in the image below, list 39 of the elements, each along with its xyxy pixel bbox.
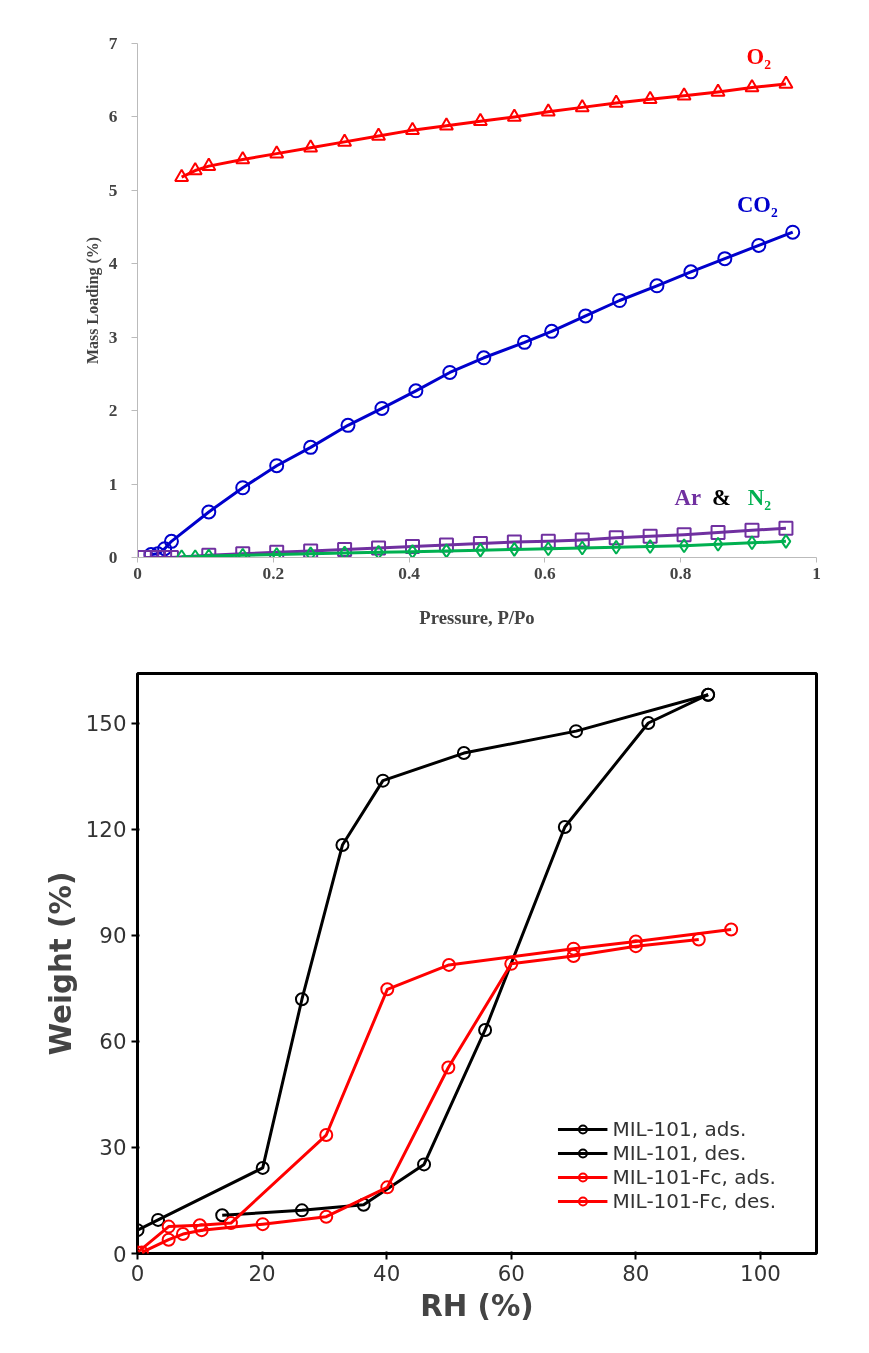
x-tick-label: 20	[248, 1260, 276, 1286]
legend-label: MIL-101-Fc, des.	[612, 1189, 776, 1213]
legend-label: MIL-101, ads.	[612, 1117, 747, 1141]
series-label: Ar	[674, 485, 701, 511]
y-tick-label: 0	[112, 1241, 127, 1267]
x-tick-label: 100	[740, 1260, 781, 1286]
x-tick-label: 0.2	[262, 563, 285, 583]
x-axis-title: Pressure, P/Po	[419, 606, 535, 628]
series-label: CO₂	[736, 192, 778, 218]
legend-label: MIL-101, des.	[612, 1141, 747, 1165]
y-tick-label: 0	[108, 548, 118, 567]
y-tick-label: 5	[108, 180, 118, 200]
y-tick-label: 90	[99, 923, 127, 949]
y-tick-label: 150	[85, 711, 127, 737]
y-axis-title: Mass Loading (%)	[83, 236, 102, 365]
x-tick-label: 1	[812, 563, 821, 583]
annotation: &	[712, 485, 731, 511]
series-label: O₂	[746, 43, 772, 69]
x-tick-label: 60	[497, 1260, 525, 1286]
y-tick-label: 60	[99, 1029, 127, 1055]
series-label: N₂	[747, 485, 772, 511]
y-tick-label: 120	[85, 817, 127, 843]
x-tick-label: 0	[130, 1260, 145, 1286]
x-tick-label: 0.6	[534, 563, 557, 583]
y-axis-title: Weight (%)	[43, 871, 78, 1056]
x-tick-label: 0.8	[669, 563, 692, 583]
x-axis-title: RH (%)	[420, 1288, 534, 1323]
x-tick-label: 80	[622, 1260, 650, 1286]
y-tick-label: 2	[108, 401, 118, 421]
y-tick-label: 7	[108, 34, 118, 53]
x-tick-label: 0	[133, 563, 142, 583]
y-tick-label: 3	[108, 327, 118, 347]
x-tick-label: 0.4	[398, 563, 421, 583]
y-tick-label: 6	[108, 107, 118, 127]
legend-label: MIL-101-Fc, ads.	[612, 1165, 776, 1189]
y-tick-label: 30	[99, 1135, 127, 1161]
y-tick-label: 1	[108, 474, 118, 494]
x-tick-label: 40	[373, 1260, 401, 1286]
y-tick-label: 4	[108, 254, 118, 274]
